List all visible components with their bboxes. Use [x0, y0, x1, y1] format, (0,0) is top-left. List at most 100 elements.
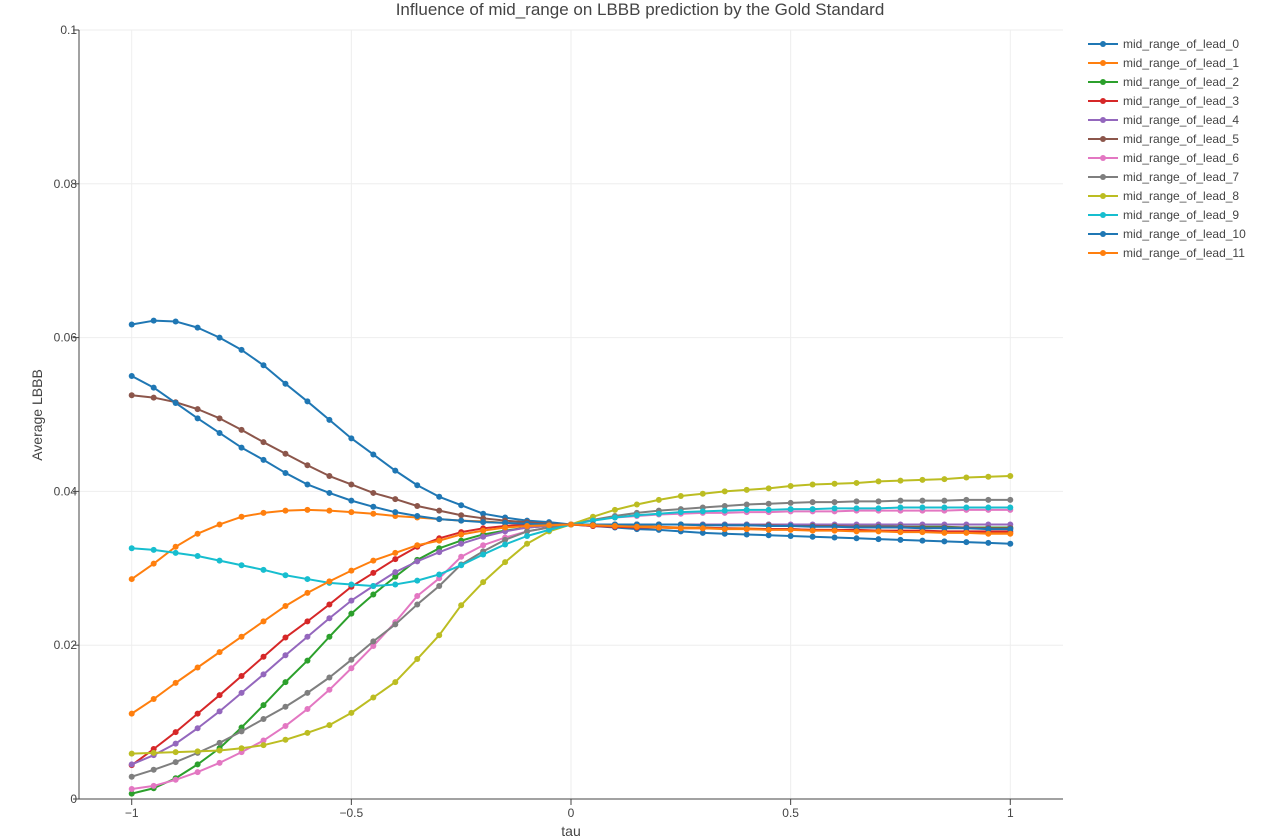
legend-item[interactable]: mid_range_of_lead_5 [1088, 132, 1239, 146]
legend-label: mid_range_of_lead_11 [1123, 246, 1245, 260]
data-point [721, 507, 728, 514]
data-point [963, 539, 970, 546]
legend-label: mid_range_of_lead_3 [1123, 94, 1239, 108]
data-point [260, 653, 267, 660]
data-point [436, 516, 443, 523]
data-point [304, 462, 311, 469]
data-point [216, 415, 223, 422]
data-point [897, 529, 904, 536]
data-point [326, 615, 333, 622]
data-point [370, 694, 377, 701]
legend-item[interactable]: mid_range_of_lead_1 [1088, 56, 1239, 70]
data-point [985, 496, 992, 503]
data-point [238, 444, 245, 451]
data-point [128, 773, 135, 780]
data-point [194, 725, 201, 732]
data-point [853, 535, 860, 542]
data-point [194, 710, 201, 717]
data-point [216, 708, 223, 715]
data-point [787, 506, 794, 513]
data-point [216, 747, 223, 754]
data-point [392, 621, 399, 628]
data-point [128, 790, 135, 797]
data-point [238, 672, 245, 679]
data-point [480, 579, 487, 586]
data-point [480, 519, 487, 526]
data-point [260, 702, 267, 709]
data-point [216, 739, 223, 746]
legend-label: mid_range_of_lead_2 [1123, 75, 1239, 89]
data-point [194, 415, 201, 422]
data-point [480, 542, 487, 549]
data-point [633, 523, 640, 530]
data-point [524, 528, 531, 535]
legend-item[interactable]: mid_range_of_lead_7 [1088, 170, 1239, 184]
data-point [260, 716, 267, 723]
data-point [370, 503, 377, 510]
data-point [699, 490, 706, 497]
legend-item[interactable]: mid_range_of_lead_0 [1088, 37, 1239, 51]
data-point [765, 506, 772, 513]
data-point [743, 501, 750, 508]
data-point [150, 384, 157, 391]
legend-item[interactable]: mid_range_of_lead_3 [1088, 94, 1239, 108]
legend-item[interactable]: mid_range_of_lead_10 [1088, 227, 1246, 241]
data-point [941, 476, 948, 483]
legend-item[interactable]: mid_range_of_lead_9 [1088, 208, 1239, 222]
data-point [392, 549, 399, 556]
data-point [941, 538, 948, 545]
data-point [194, 769, 201, 776]
data-point [480, 533, 487, 540]
data-point [919, 497, 926, 504]
data-point [480, 551, 487, 558]
data-point [875, 478, 882, 485]
data-point [150, 546, 157, 553]
data-point [128, 321, 135, 328]
data-point [348, 481, 355, 488]
data-point [436, 632, 443, 639]
data-point [326, 722, 333, 729]
data-point [699, 529, 706, 536]
data-point [260, 456, 267, 463]
legend-swatch-marker [1100, 212, 1106, 218]
legend-item[interactable]: mid_range_of_lead_6 [1088, 151, 1239, 165]
data-point [765, 532, 772, 539]
data-point [458, 531, 465, 538]
legend-swatch-marker [1100, 79, 1106, 85]
data-point [414, 601, 421, 608]
data-point [897, 536, 904, 543]
y-axis-label: Average LBBB [29, 369, 45, 461]
data-point [436, 549, 443, 556]
data-point [150, 782, 157, 789]
data-point [172, 749, 179, 756]
legend[interactable]: mid_range_of_lead_0 mid_range_of_lead_1mi… [1088, 37, 1246, 260]
data-point [194, 664, 201, 671]
legend-item[interactable]: mid_range_of_lead_11 [1088, 246, 1245, 260]
legend-item[interactable]: mid_range_of_lead_2 [1088, 75, 1239, 89]
data-point [370, 638, 377, 645]
data-point [216, 759, 223, 766]
data-point [282, 602, 289, 609]
legend-item[interactable]: mid_range_of_lead_8 [1088, 189, 1239, 203]
data-point [150, 749, 157, 756]
data-point [392, 509, 399, 516]
y-tick-label: 0.04 [54, 484, 78, 498]
data-point [414, 592, 421, 599]
data-point [304, 633, 311, 640]
data-point [985, 526, 992, 533]
legend-item[interactable]: mid_range_of_lead_4 [1088, 113, 1239, 127]
legend-label: mid_range_of_lead_5 [1123, 132, 1239, 146]
data-point [963, 496, 970, 503]
data-point [260, 737, 267, 744]
legend-swatch-marker [1100, 117, 1106, 123]
data-point [282, 736, 289, 743]
data-point [743, 531, 750, 538]
data-point [436, 507, 443, 514]
data-point [809, 527, 816, 534]
data-point [985, 473, 992, 480]
data-point [172, 740, 179, 747]
data-point [809, 506, 816, 513]
data-point [787, 499, 794, 506]
data-point [326, 674, 333, 681]
